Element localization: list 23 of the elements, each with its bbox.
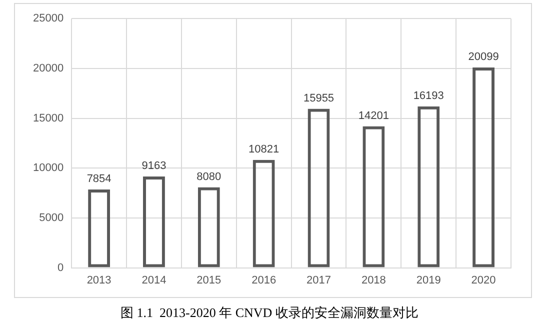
data-label: 15955 bbox=[303, 92, 334, 104]
y-tick-label: 10000 bbox=[32, 162, 64, 174]
x-tick-label: 2015 bbox=[196, 274, 222, 286]
data-label: 8080 bbox=[196, 170, 222, 183]
x-tick-label: 2020 bbox=[471, 274, 496, 286]
data-label: 7854 bbox=[86, 173, 112, 186]
data-label: 9163 bbox=[142, 160, 166, 172]
y-tick-label: 15000 bbox=[32, 112, 64, 124]
x-tick-label: 2018 bbox=[361, 274, 386, 286]
x-tick-label: 2013 bbox=[86, 274, 112, 286]
caption: 图 1.1 2013-2020 年 CNVD 收录的安全漏洞数量对比 bbox=[120, 304, 420, 322]
y-tick-label: 0 bbox=[57, 262, 64, 274]
data-label: 14201 bbox=[358, 110, 389, 122]
y-tick-label: 5000 bbox=[39, 212, 64, 224]
data-label: 10821 bbox=[248, 143, 280, 156]
y-tick-label: 25000 bbox=[32, 12, 64, 25]
data-label: 20099 bbox=[468, 50, 499, 63]
x-tick-label: 2017 bbox=[306, 274, 331, 286]
x-tick-label: 2016 bbox=[252, 274, 276, 286]
y-tick-label: 20000 bbox=[32, 62, 64, 74]
data-label: 16193 bbox=[413, 90, 444, 102]
x-tick-label: 2014 bbox=[142, 274, 166, 286]
x-tick-label: 2019 bbox=[416, 274, 441, 286]
